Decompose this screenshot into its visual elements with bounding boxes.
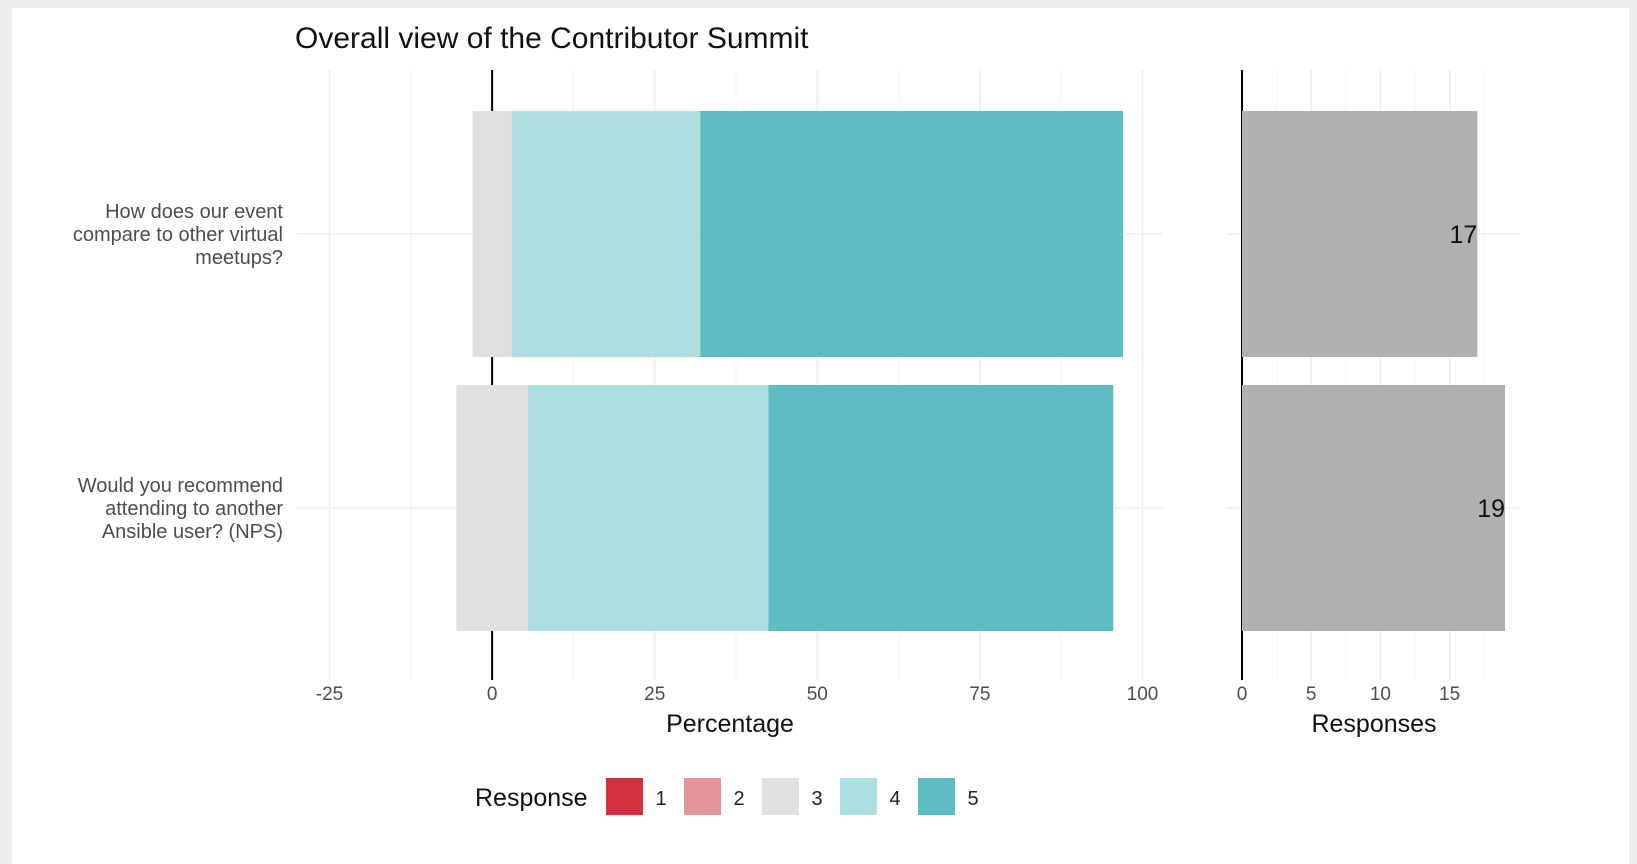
percentage-bar-segment-3 (472, 111, 512, 357)
legend-swatch-4 (840, 778, 877, 815)
percentage-bar-segment-4 (527, 385, 769, 631)
percentage-bar-segment-5 (700, 111, 1123, 357)
legend-swatch-3 (762, 778, 799, 815)
legend-label-5: 5 (967, 788, 978, 810)
responses-bar-value-label: 17 (1450, 221, 1478, 249)
legend-swatch-5 (918, 778, 955, 815)
question-label-line: Ansible user? (NPS) (102, 521, 283, 543)
percentage-bar-segment-5 (768, 385, 1114, 631)
legend-swatch-1 (606, 778, 643, 815)
percentage-bar-segment-3 (456, 385, 528, 631)
percentage-bar-segment-4 (511, 111, 701, 357)
responses-axis-title: Responses (1311, 710, 1436, 738)
question-label-line: How does our event (105, 201, 283, 223)
responses-bar-value-label: 19 (1477, 495, 1505, 523)
percentage-tick-label: 0 (487, 684, 498, 705)
question-label-line: Would you recommend (78, 475, 283, 497)
percentage-tick-label: 75 (969, 684, 990, 705)
chart-panel: Overall view of the Contributor Summit 1… (12, 8, 1629, 864)
responses-tick-label: 15 (1439, 684, 1460, 705)
legend-title: Response (475, 784, 588, 812)
legend-label-2: 2 (733, 788, 744, 810)
legend-label-3: 3 (811, 788, 822, 810)
question-label-line: meetups? (195, 247, 283, 269)
responses-tick-label: 0 (1237, 684, 1248, 705)
responses-tick-label: 5 (1306, 684, 1317, 705)
percentage-tick-labels: -25 0 25 50 75 100 (316, 684, 1159, 705)
percentage-bars (456, 111, 1123, 631)
question-label-line: attending to another (105, 498, 283, 520)
percentage-axis-title: Percentage (666, 710, 794, 738)
responses-tick-label: 10 (1370, 684, 1391, 705)
chart-svg: Overall view of the Contributor Summit 1… (73, 22, 1520, 815)
legend-label-4: 4 (889, 788, 900, 810)
legend: Response 1 2 3 4 5 (475, 778, 979, 815)
percentage-tick-label: -25 (316, 684, 343, 705)
percentage-tick-label: 100 (1127, 684, 1159, 705)
percentage-tick-label: 25 (644, 684, 665, 705)
responses-tick-labels: 0 5 10 15 (1237, 684, 1460, 705)
responses-bar (1242, 385, 1505, 631)
question-label-line: compare to other virtual (73, 224, 283, 246)
responses-bar (1242, 111, 1478, 357)
percentage-tick-label: 50 (807, 684, 828, 705)
legend-swatch-2 (684, 778, 721, 815)
chart-title: Overall view of the Contributor Summit (295, 22, 809, 55)
legend-label-1: 1 (655, 788, 666, 810)
